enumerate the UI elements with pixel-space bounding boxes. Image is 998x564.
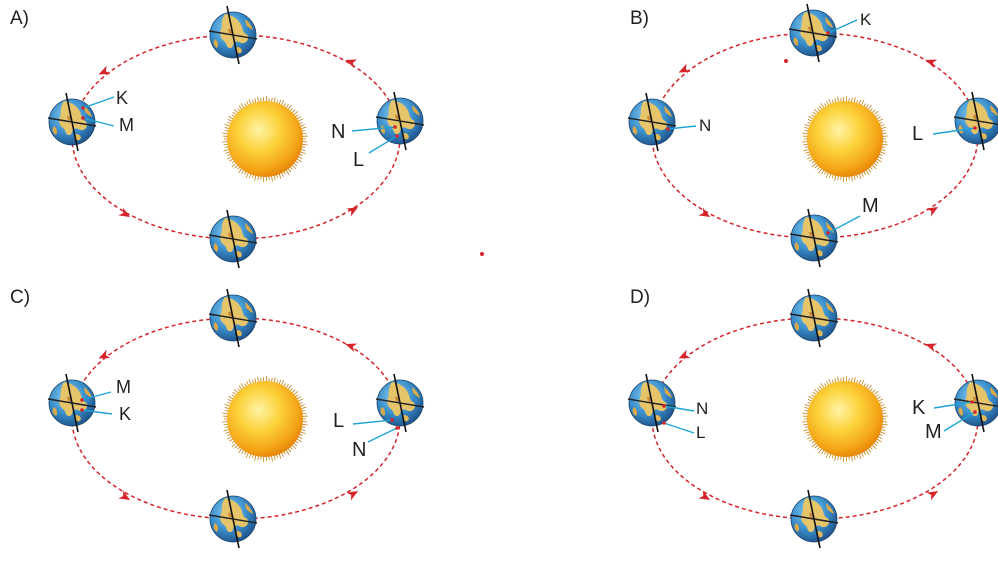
- callout-label: M: [116, 377, 131, 397]
- earth-globe-icon: [953, 373, 998, 433]
- callout-label: N: [699, 116, 711, 135]
- earth-globe-icon: [789, 288, 839, 348]
- location-dot: [395, 426, 399, 430]
- callout-leader: [943, 411, 976, 432]
- orbit-arrow: [118, 490, 131, 500]
- orbit-arrow: [98, 349, 111, 359]
- callout-leader: [932, 127, 976, 135]
- callout-leader: [663, 422, 695, 434]
- orbit-arrow: [678, 63, 691, 73]
- orbit-arrow: [345, 59, 358, 68]
- orbit-arrow: [346, 207, 359, 217]
- location-dot: [973, 410, 977, 414]
- callout-label: L: [353, 149, 364, 171]
- location-dot: [81, 106, 85, 110]
- callout-leader: [933, 401, 973, 409]
- callout-label: L: [333, 410, 344, 432]
- orbit-arrow: [698, 490, 711, 500]
- earth-globe-icon: [208, 288, 258, 348]
- sun-icon: [222, 376, 308, 462]
- orbit-arrow: [925, 343, 938, 352]
- callout-label: K: [119, 404, 131, 424]
- panel-letter: D): [630, 287, 650, 308]
- panel-4: D) NL KM: [627, 287, 998, 549]
- earth-globe-icon: [375, 373, 425, 433]
- callout-label: L: [912, 123, 923, 145]
- earth-globe-icon: [627, 373, 677, 433]
- location-dot: [80, 408, 84, 412]
- location-dot: [662, 421, 666, 425]
- location-dot: [826, 231, 830, 235]
- orbit-arrow: [926, 491, 939, 501]
- sun-icon: [222, 96, 308, 182]
- panel-1: A) KM NL: [10, 5, 425, 269]
- location-dot: [973, 126, 977, 130]
- location-dot: [80, 398, 84, 402]
- panel-2: B) K N L M: [627, 3, 998, 268]
- callout-leader: [81, 391, 112, 401]
- location-dot: [662, 404, 666, 408]
- callout-label: M: [119, 115, 134, 135]
- stray-dot: [480, 252, 484, 256]
- callout-leader: [81, 409, 113, 415]
- location-dot: [395, 134, 399, 138]
- earth-globe-icon: [47, 92, 97, 152]
- callout-leader: [352, 419, 393, 425]
- callout-leader: [827, 19, 858, 34]
- sun-icon: [802, 376, 888, 462]
- location-dot: [826, 31, 830, 35]
- orbit-arrow: [678, 349, 691, 359]
- callout-leader: [367, 427, 398, 443]
- panel-3: C) MK LN: [10, 287, 425, 549]
- panel-letter: C): [10, 287, 30, 308]
- panel-letter: A): [10, 8, 29, 29]
- callout-label: M: [925, 421, 942, 443]
- earth-globe-icon: [375, 91, 425, 151]
- callout-label: L: [696, 423, 705, 442]
- earth-globe-icon: [627, 92, 677, 152]
- orbit-arrow: [118, 207, 131, 217]
- orbit-arrow: [346, 491, 359, 501]
- earth-globe-icon: [789, 208, 839, 268]
- location-dot: [390, 418, 394, 422]
- callout-leader: [827, 215, 861, 234]
- location-dot: [666, 127, 670, 131]
- sun-icon: [802, 96, 888, 182]
- callout-leader: [663, 405, 695, 412]
- callout-label: K: [912, 397, 926, 419]
- stray-dot: [784, 59, 788, 63]
- location-dot: [393, 125, 397, 129]
- orbit-arrow: [698, 207, 711, 217]
- earth-globe-icon: [789, 489, 839, 549]
- callout-label: N: [696, 399, 708, 418]
- earth-globe-icon: [953, 91, 998, 151]
- callout-leader: [667, 125, 697, 130]
- callout-label: N: [331, 121, 345, 143]
- location-dot: [81, 116, 85, 120]
- earth-globe-icon: [208, 209, 258, 269]
- callout-label: N: [352, 439, 366, 461]
- orbit-arrow: [926, 207, 939, 217]
- earth-globe-icon: [208, 5, 258, 65]
- earth-globe-icon: [208, 489, 258, 549]
- callout-leader: [368, 135, 398, 154]
- panel-letter: B): [630, 8, 649, 29]
- orbit-arrow: [98, 65, 111, 75]
- callout-leader: [351, 126, 396, 132]
- orbit-arrow: [345, 343, 358, 352]
- callout-leader: [82, 96, 115, 109]
- orbit-arrow: [925, 59, 938, 68]
- location-dot: [970, 400, 974, 404]
- callout-label: K: [116, 88, 128, 108]
- callout-leader: [82, 117, 115, 127]
- callout-label: K: [860, 10, 872, 29]
- callout-label: M: [862, 195, 879, 217]
- earth-globe-icon: [47, 373, 97, 433]
